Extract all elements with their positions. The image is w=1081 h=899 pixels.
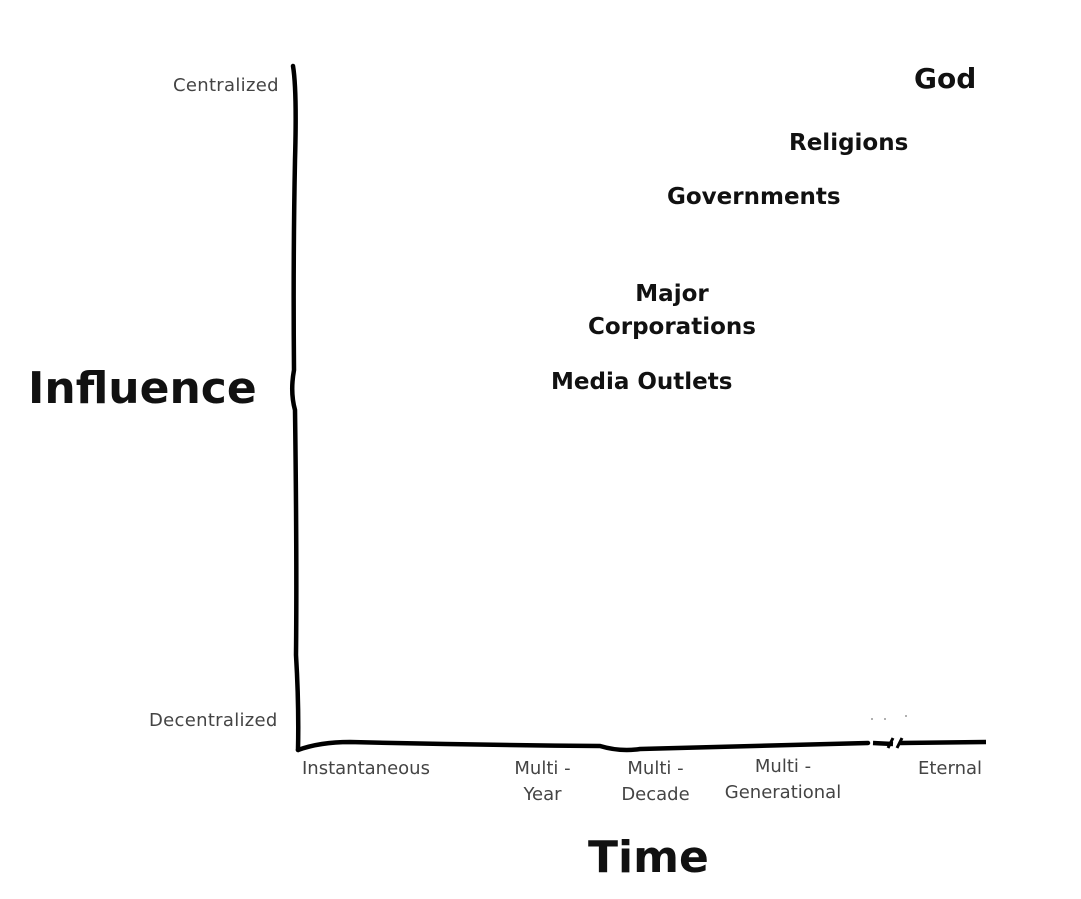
item-god: God xyxy=(914,62,977,95)
y-axis-top-label: Centralized xyxy=(173,75,279,96)
y-axis-line xyxy=(290,63,301,753)
axis-break-slash xyxy=(886,737,895,749)
x-axis-title: Time xyxy=(588,832,709,883)
x-tick-instantaneous: Instantaneous xyxy=(302,756,430,782)
x-tick-line1: Multi - xyxy=(627,758,684,779)
x-tick-eternal: Eternal xyxy=(918,756,982,782)
x-tick-line1: Multi - xyxy=(514,758,571,779)
y-axis-title: Influence xyxy=(28,363,257,414)
x-tick-line2: Generational xyxy=(724,782,842,803)
item-religions: Religions xyxy=(789,130,909,156)
x-tick-line1: Eternal xyxy=(918,758,983,779)
x-tick-line2: Decade xyxy=(621,784,690,805)
x-tick-multi-year: Multi - Year xyxy=(505,756,580,808)
x-axis-line xyxy=(295,739,871,753)
item-media-outlets: Media Outlets xyxy=(551,369,733,395)
item-line1: Major xyxy=(635,281,709,307)
break-dot xyxy=(905,715,907,717)
axis-break-slash xyxy=(895,737,904,749)
break-dot xyxy=(884,718,886,720)
x-tick-multi-generational: Multi - Generational xyxy=(718,754,848,806)
x-tick-line2: Year xyxy=(523,784,562,805)
x-tick-multi-decade: Multi - Decade xyxy=(613,756,698,808)
item-line2: Corporations xyxy=(588,314,756,340)
y-axis-bottom-label: Decentralized xyxy=(149,710,278,731)
item-governments: Governments xyxy=(667,184,841,210)
axis-break-mark xyxy=(899,739,987,746)
x-tick-line1: Multi - xyxy=(754,756,812,777)
break-dot xyxy=(871,718,873,720)
item-major-corporations: Major Corporations xyxy=(572,278,772,344)
x-tick-line1: Instantaneous xyxy=(302,758,430,779)
